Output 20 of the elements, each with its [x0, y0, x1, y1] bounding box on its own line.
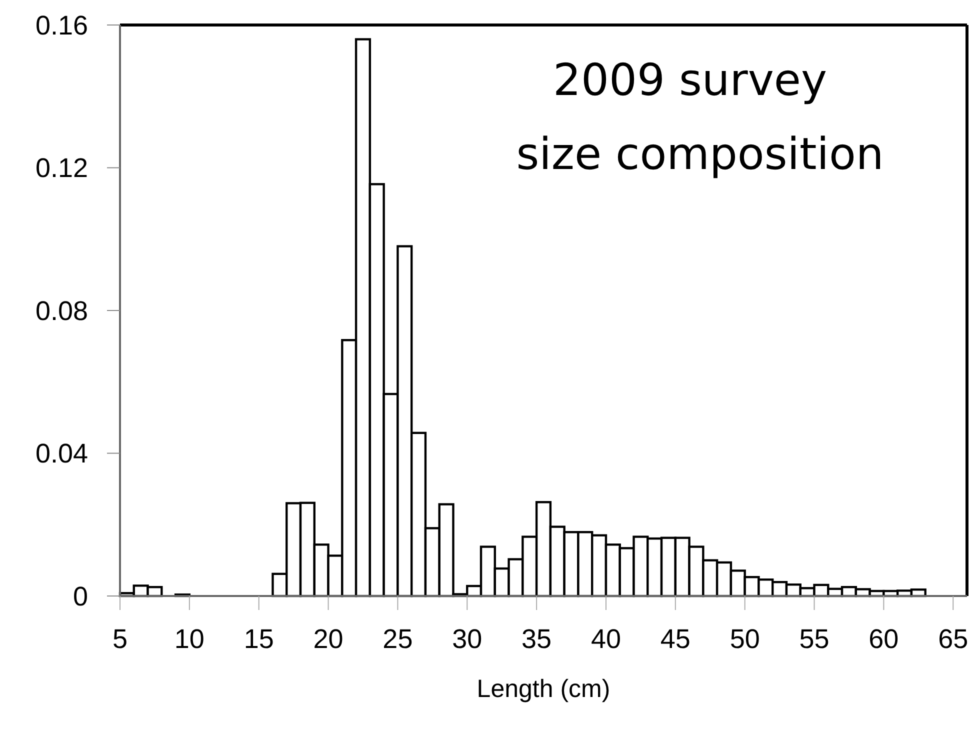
x-tick-label: 30 [452, 624, 482, 654]
x-tick-label: 50 [730, 624, 760, 654]
x-tick-label: 55 [799, 624, 830, 654]
x-tick-label: 35 [522, 624, 552, 654]
x-tick-label: 60 [868, 624, 899, 654]
x-tick-label: 65 [938, 624, 968, 654]
x-tick-label: 15 [244, 624, 274, 654]
x-axis-title: Length (cm) [476, 675, 610, 703]
y-tick-label: 0 [72, 581, 88, 612]
x-tick-label: 40 [590, 624, 622, 654]
x-tick-label: 20 [313, 624, 344, 654]
text: 2009 survey size composition [516, 55, 884, 180]
x-tick-label: 25 [382, 624, 413, 654]
y-tick-label: 0.08 [35, 296, 88, 326]
x-tick-label: 45 [660, 624, 690, 654]
y-tick-label: 0.16 [35, 10, 88, 40]
y-tick-label: 0.04 [35, 438, 88, 469]
x-tick-label: 10 [174, 624, 204, 654]
y-tick-label: 0.12 [35, 153, 88, 184]
x-tick-label: 5 [112, 624, 128, 654]
